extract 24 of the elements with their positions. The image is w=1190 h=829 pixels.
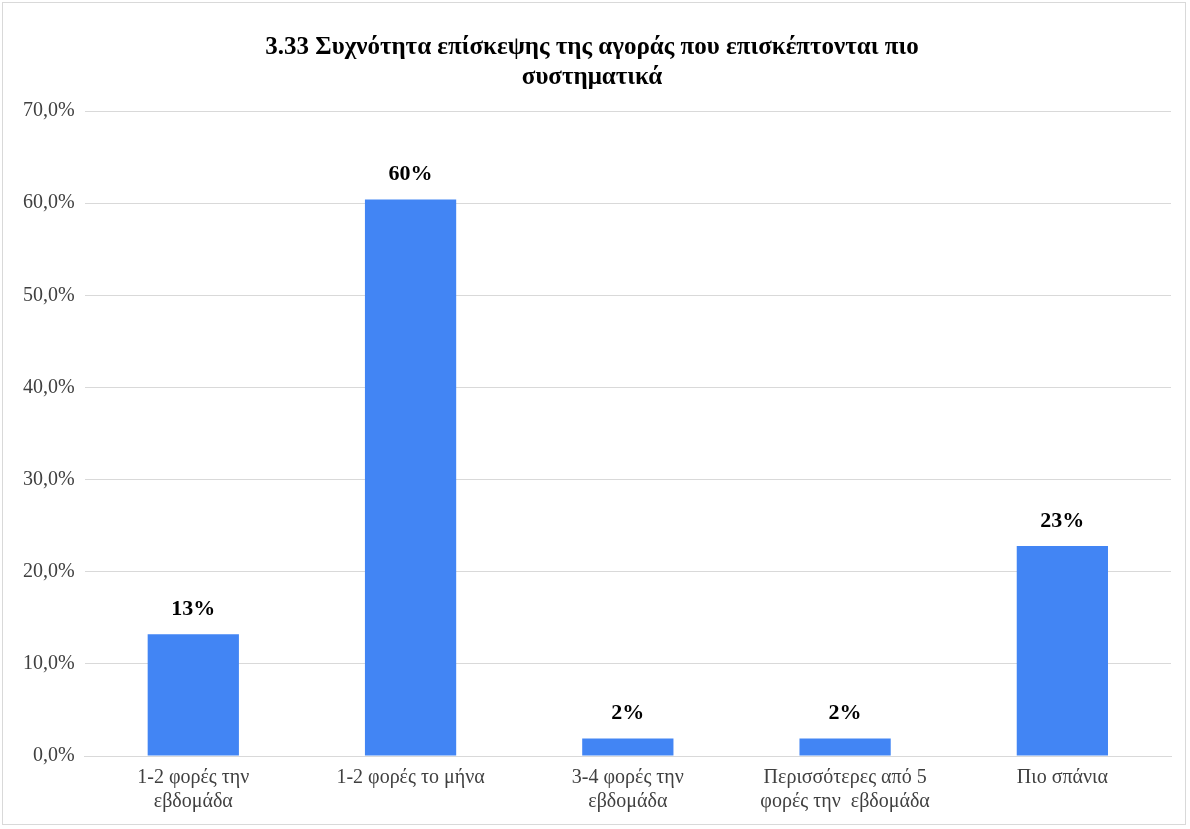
x-tick-label: Περισσότερες από 5 φορές την εβδομάδα: [760, 765, 931, 813]
x-tick-label: Πιο σπάνια: [1016, 765, 1109, 788]
y-tick-label: 50,0%: [22, 282, 75, 305]
data-label: 23%: [1040, 506, 1085, 532]
x-tick-label: 1-2 φορές την εβδομάδα: [137, 765, 250, 813]
data-label: 2%: [828, 699, 862, 725]
y-tick-label: 70,0%: [22, 98, 75, 121]
chart-title: 3.33 Συχνότητα επίσκεψης της αγοράς που επισκέπτονται πιο συστηματικά: [265, 32, 919, 90]
y-tick-label: 60,0%: [22, 190, 75, 213]
y-tick-label: 20,0%: [22, 558, 75, 581]
y-tick-label: 10,0%: [22, 651, 75, 674]
x-tick-label: 3-4 φορές την εβδομάδα: [571, 765, 684, 813]
bar: [364, 199, 457, 756]
y-tick-label: 0,0%: [32, 743, 75, 766]
x-tick-label: 1-2 φορές το μήνα: [336, 765, 486, 789]
y-tick-label: 40,0%: [22, 374, 75, 397]
data-label: 60%: [388, 160, 433, 186]
data-label: 2%: [611, 699, 645, 725]
data-label: 13%: [171, 595, 216, 621]
bar: [147, 634, 239, 756]
bar: [799, 738, 891, 756]
bar: [582, 738, 674, 756]
bar: [1016, 545, 1108, 756]
y-tick-label: 30,0%: [22, 466, 75, 489]
